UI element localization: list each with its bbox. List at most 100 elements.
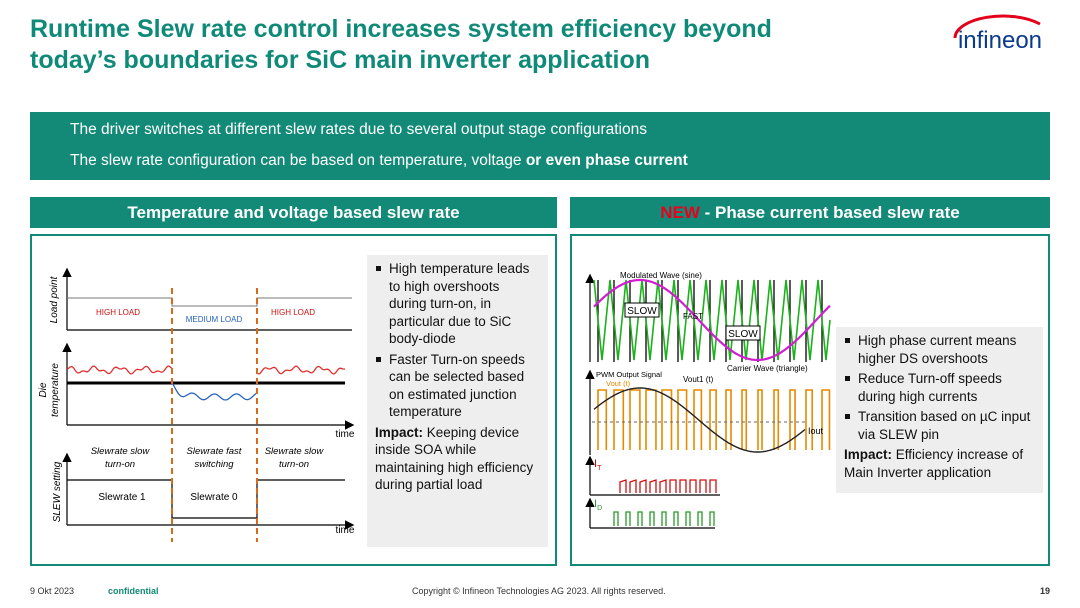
bullet: Reduce Turn-off speeds during high curre… [845,370,1035,405]
logo-arc [953,14,1041,39]
pwm-pulse [693,389,703,450]
symbol: I [594,498,597,510]
it-pulse [709,479,717,493]
footer-page: 19 [1040,586,1051,596]
wave-label: PWM Output Signal [596,370,662,379]
pwm-pulse [661,389,673,450]
pwm-pulse [773,389,780,450]
id-pulse [709,511,715,526]
impact: Impact: Keeping device inside SOA while … [375,424,540,494]
pwm-pulse [629,389,641,450]
text-box: High temperature leads to high overshoot… [367,255,548,547]
footer-confidential: confidential [108,586,159,596]
phase-label: turn-on [105,459,135,470]
axis-label: temperature [50,363,61,417]
id-pulse [649,511,655,526]
id-pulse [685,511,691,526]
axes [585,273,720,529]
wave-label: Iout [808,426,824,436]
it-pulse [699,479,707,493]
bullet: High temperature leads to high overshoot… [376,260,540,348]
bullet: Faster Turn-on speeds can be selected ba… [376,351,540,421]
axes [62,267,355,530]
wave-label: Vout1 (t) [683,375,714,384]
pwm-pulse [645,389,657,450]
vout1-wave [593,387,806,453]
modulated-wave [593,278,831,362]
pwm-pulse [741,389,748,450]
temp-high [66,365,173,375]
load-step [67,297,352,307]
axis-label: SLEW setting [52,461,63,522]
heading-highlight: NEW [660,203,700,222]
axis-label: Load point [49,275,60,323]
time-label: time [336,525,355,536]
level-label: MEDIUM LOAD [186,315,243,324]
it-pulses [619,479,717,493]
wave-labels: Modulated Wave (sine) SLOW FAST SLOW Car… [594,271,824,512]
pwm-pulse [613,389,625,450]
id-pulses [613,511,715,526]
carrier-wave [593,279,831,361]
title-line: today’s boundaries for SiC main inverter… [30,46,651,74]
it-pulse [659,479,667,493]
wave-label: SLOW [728,329,758,340]
id-pulse [661,511,667,526]
pwm-pulse [725,389,732,450]
temp-low [171,381,258,401]
phase-label: Slewrate slow [91,446,151,457]
it-pulse [669,479,677,493]
temp-high [256,365,346,375]
banner-line: The driver switches at different slew ra… [70,121,647,138]
pwm-pulse [805,389,813,450]
it-pulse [639,479,647,493]
impact-label: Impact: [375,424,424,440]
pwm-pulse [597,389,608,450]
phase-label: turn-on [279,459,309,470]
id-pulse [613,511,619,526]
bullet: High phase current means higher DS overs… [845,332,1035,367]
it-pulse [619,479,627,493]
wave-label: Modulated Wave (sine) [620,271,702,280]
slew-level: Slewrate 0 [190,492,238,503]
id-pulse [673,511,679,526]
phase-labels: Slewrate slow turn-on Slewrate fast swit… [91,446,325,470]
bullet-list: High phase current means higher DS overs… [844,332,1035,443]
pwm-pulse [789,389,796,450]
pwm-pulse [821,389,831,450]
title-line: Runtime Slew rate control increases syst… [30,15,772,43]
impact: Impact: Efficiency increase of Main Inve… [844,446,1035,481]
axis-label: Die [38,382,49,397]
symbol: I [594,458,597,470]
id-pulse [637,511,643,526]
footer-copyright: Copyright © Infineon Technologies AG 202… [412,586,666,596]
label-box [624,302,660,318]
phase-label: Slewrate fast [187,446,242,457]
panel-heading: NEW - Phase current based slew rate [570,197,1050,228]
wave-label: Carrier Wave (triangle) [727,364,808,373]
panel [30,234,557,566]
bullet-list: High temperature leads to high overshoot… [375,260,540,421]
banner-line: The slew rate configuration can be based… [70,152,688,170]
id-pulse [625,511,631,526]
footer-date: 9 Okt 2023 [30,586,75,596]
slew-step [67,479,345,519]
bullet: Transition based on µC input via SLEW pi… [845,408,1035,443]
wave-label: Vout (t) [606,379,631,388]
heading-text: - Phase current based slew rate [704,203,960,222]
impact-label: Impact: [844,447,893,462]
label-box [725,325,761,341]
impact-text: Efficiency increase of Main Inverter app… [844,447,1024,480]
panel-heading: Temperature and voltage based slew rate [30,197,557,228]
it-pulse [649,479,657,493]
current-symbol: ID [594,498,602,512]
slew-level: Slewrate 1 [98,492,146,503]
it-pulse [629,479,637,493]
logo: infineon [958,27,1042,54]
current-symbol: IT [594,458,602,472]
impact-text: Keeping device inside SOA while maintain… [375,424,534,493]
banner: The driver switches at different slew ra… [30,112,1050,180]
panel [570,234,1050,566]
